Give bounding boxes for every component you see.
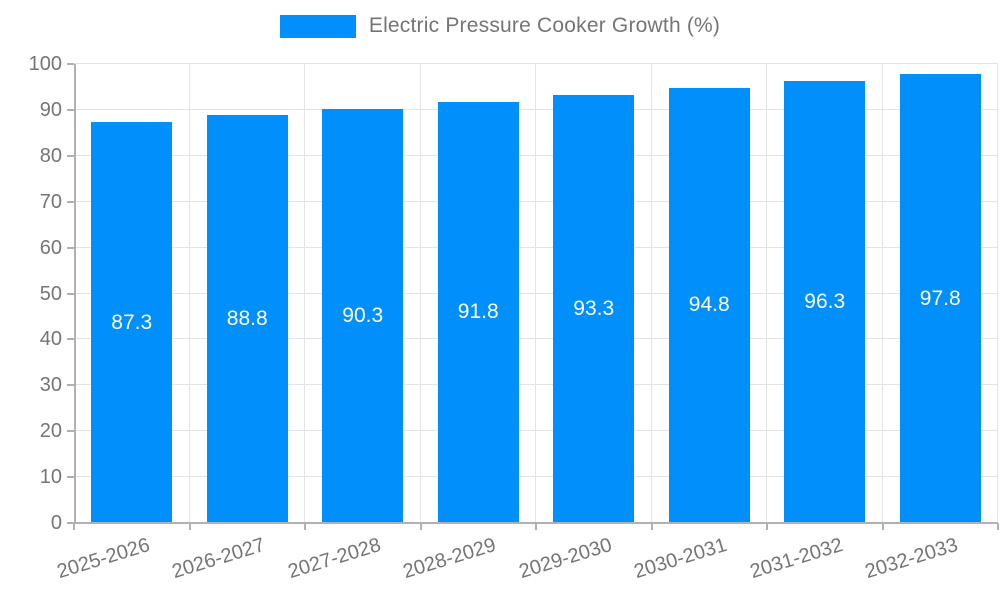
y-axis-tick-label: 100 xyxy=(28,53,62,75)
y-axis-tick-label: 90 xyxy=(39,98,62,121)
x-axis-tick xyxy=(304,523,306,530)
legend-label: Electric Pressure Cooker Growth (%) xyxy=(368,14,721,37)
gridline-horizontal xyxy=(74,384,998,386)
x-axis-category-label: 2025-2026 xyxy=(54,534,153,584)
y-axis-tick-label: 60 xyxy=(39,236,62,259)
y-axis-tick xyxy=(67,338,74,341)
gridline-horizontal xyxy=(74,200,998,202)
x-axis-tick xyxy=(419,523,422,530)
bar-value-label: 88.8 xyxy=(226,307,268,331)
y-axis-tick-label: 70 xyxy=(39,190,62,213)
x-axis-tick xyxy=(650,523,653,530)
y-axis-tick xyxy=(67,63,74,65)
bar-value-label: 90.3 xyxy=(342,303,384,327)
x-axis-category-label: 2028-2029 xyxy=(400,534,499,584)
gridline-vertical xyxy=(997,64,998,523)
x-axis-tick xyxy=(535,523,537,530)
y-axis-tick xyxy=(67,430,74,433)
gridline-vertical xyxy=(766,64,767,523)
x-axis-tick xyxy=(766,523,768,530)
y-axis-tick xyxy=(67,108,74,111)
gridline-horizontal xyxy=(74,292,998,294)
x-axis-tick xyxy=(881,523,884,530)
bar-2028-2029[interactable]: 91.8 xyxy=(437,101,519,523)
x-axis-tick xyxy=(188,523,191,530)
y-axis-tick xyxy=(67,522,74,524)
y-axis-tick-label: 30 xyxy=(39,374,62,397)
y-axis-tick-label: 40 xyxy=(39,328,62,351)
bar-2026-2027[interactable]: 88.8 xyxy=(206,115,288,523)
y-axis-line xyxy=(74,64,76,523)
bar-value-label: 94.8 xyxy=(688,293,730,317)
bar-2032-2033[interactable]: 97.8 xyxy=(899,74,981,523)
bar-2025-2026[interactable]: 87.3 xyxy=(91,122,173,523)
gridline-horizontal xyxy=(74,108,998,110)
y-axis-tick xyxy=(67,246,74,249)
gridline-horizontal xyxy=(74,154,998,156)
gridline-vertical xyxy=(650,64,652,523)
gridline-vertical xyxy=(535,64,536,523)
y-axis-tick-label: 20 xyxy=(39,420,62,443)
gridline-horizontal xyxy=(74,476,998,478)
x-axis-category-label: 2029-2030 xyxy=(516,534,615,584)
y-axis-tick-label: 80 xyxy=(39,144,62,167)
chart-legend: Electric Pressure Cooker Growth (%) xyxy=(0,14,1000,38)
gridline-horizontal xyxy=(74,246,998,248)
gridline-vertical xyxy=(419,64,421,523)
y-axis-tick xyxy=(67,154,74,157)
bar-2027-2028[interactable]: 90.3 xyxy=(322,108,404,523)
bar-value-label: 87.3 xyxy=(111,310,153,334)
x-axis-category-label: 2026-2027 xyxy=(169,534,268,584)
x-axis-category-label: 2031-2032 xyxy=(747,534,846,584)
gridline-horizontal xyxy=(74,430,998,432)
x-axis-category-label: 2032-2033 xyxy=(862,534,961,584)
x-axis-category-label: 2030-2031 xyxy=(631,534,730,584)
gridline-horizontal xyxy=(74,63,998,64)
y-axis-tick xyxy=(67,292,74,295)
bar-value-label: 91.8 xyxy=(457,300,499,324)
gridline-horizontal xyxy=(74,338,998,340)
y-axis-tick-label: 50 xyxy=(39,282,62,305)
bar-2031-2032[interactable]: 96.3 xyxy=(784,80,866,523)
y-axis-tick xyxy=(67,384,74,387)
x-axis-category-label: 2027-2028 xyxy=(285,534,384,584)
bar-value-label: 96.3 xyxy=(804,289,846,313)
y-axis-tick-label: 10 xyxy=(39,466,62,489)
gridline-vertical xyxy=(304,64,305,523)
bar-2030-2031[interactable]: 94.8 xyxy=(668,87,750,523)
y-axis-tick xyxy=(67,476,74,479)
y-axis-tick-label: 0 xyxy=(50,512,62,534)
gridline-vertical xyxy=(188,64,190,523)
x-axis-line xyxy=(74,522,998,524)
y-axis-tick xyxy=(67,200,74,203)
bar-value-label: 97.8 xyxy=(919,286,961,310)
legend-swatch-icon xyxy=(279,14,356,38)
legend-item-growth[interactable]: Electric Pressure Cooker Growth (%) xyxy=(279,14,721,38)
bar-value-label: 93.3 xyxy=(573,296,615,320)
bar-2029-2030[interactable]: 93.3 xyxy=(553,94,635,523)
gridline-vertical xyxy=(881,64,883,523)
x-axis-tick xyxy=(73,523,75,530)
x-axis-tick xyxy=(997,523,999,530)
